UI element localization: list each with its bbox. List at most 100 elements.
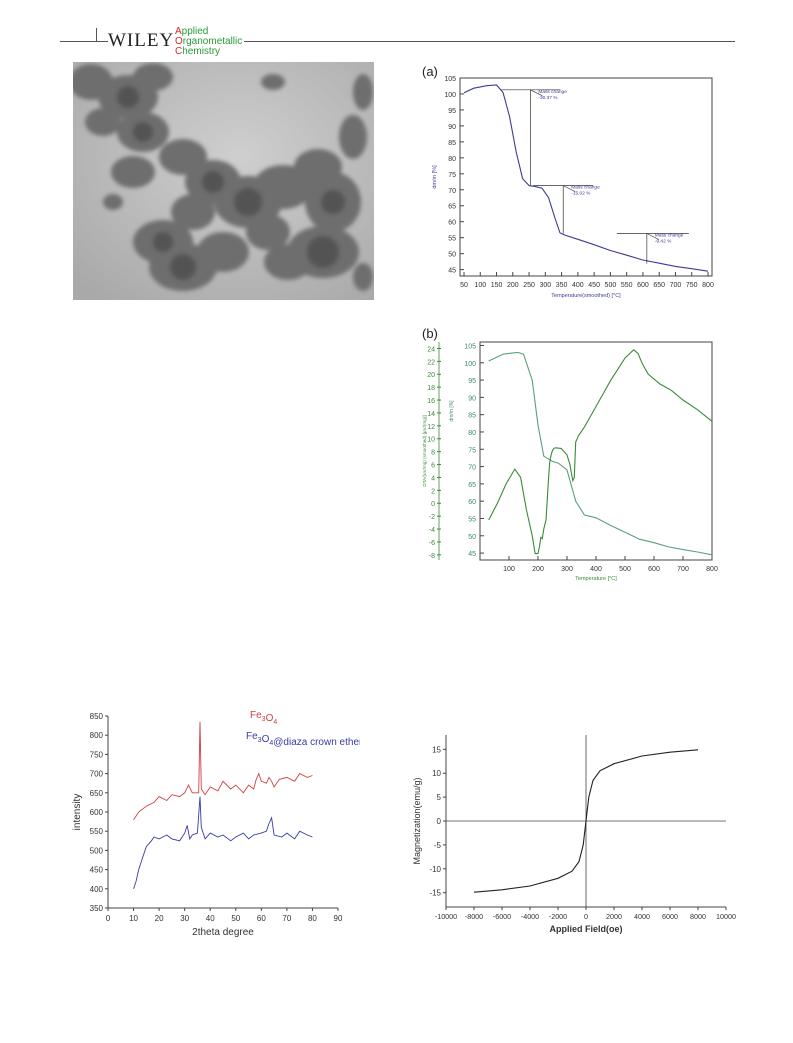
x-tick-label: 50 xyxy=(460,282,468,289)
x-tick-label: 300 xyxy=(539,282,551,289)
right-axis-label: dm/m [%] xyxy=(449,400,455,422)
xrd-series-1 xyxy=(133,721,313,820)
left-tick-label: -6 xyxy=(429,540,435,547)
x-axis-label: Temperature(smoothed) [°C] xyxy=(551,293,621,299)
x-tick-label: 90 xyxy=(334,914,343,923)
y-tick-label: -15 xyxy=(429,889,441,898)
x-tick-label: 250 xyxy=(523,282,535,289)
left-axis-label: DTA/(uV/mg) (smoothed) [µV/(mg)] xyxy=(422,415,427,486)
xrd-series-2 xyxy=(133,796,313,889)
y-tick-label: 70 xyxy=(448,188,456,195)
x-tick-label: 600 xyxy=(637,282,649,289)
right-tick-label: 80 xyxy=(468,430,476,437)
y-tick-label: -10 xyxy=(429,865,441,874)
tga-chart: 45 50 55 60 65 70 75 80 85 90 95 100 105 50 100 150 200 2… xyxy=(432,76,714,299)
x-tick-label: 800 xyxy=(702,282,714,289)
left-tick-label: -2 xyxy=(429,514,435,521)
journal-name: Applied Organometallic Chemistry xyxy=(173,27,245,57)
left-tick-label: 22 xyxy=(427,359,435,366)
dta-curve xyxy=(488,348,713,555)
y-tick-label: 850 xyxy=(90,712,104,721)
magnetization-chart: -15 -10 -5 0 5 10 15 -10000 -8000 -6000 -4000 -2000… xyxy=(412,735,736,934)
plot-frame xyxy=(479,341,713,561)
xrd-chart: 350 400 450 500 550 600 650 700 750 800 850 0 10 20 30… xyxy=(72,710,360,938)
tga-curve xyxy=(463,84,709,272)
x-tick-label: 700 xyxy=(677,566,689,573)
x-axis-label: 2theta degree xyxy=(192,927,254,938)
panel-b-label: (b) xyxy=(422,326,438,341)
x-tick-label: 300 xyxy=(561,566,573,573)
x-tick-label: 350 xyxy=(556,282,568,289)
x-tick-label: 8000 xyxy=(690,912,706,921)
right-tick-label: 55 xyxy=(468,516,476,523)
y-tick-label: 95 xyxy=(448,108,456,115)
y-tick-label: 75 xyxy=(448,172,456,179)
y-tick-label: 100 xyxy=(444,92,456,99)
y-tick-label: 55 xyxy=(448,236,456,243)
y-axis-label: intensity xyxy=(72,794,83,831)
y-tick-label: 5 xyxy=(437,793,442,802)
y-axis-label: Magnetization(emu/g) xyxy=(412,777,422,864)
x-axis-label: Applied Field(oe) xyxy=(550,924,623,934)
y-tick-label: 800 xyxy=(90,731,104,740)
x-axis-label: Temperature [°C] xyxy=(575,576,617,582)
left-tick-label: -4 xyxy=(429,527,435,534)
y-tick-label: 0 xyxy=(437,817,442,826)
x-tick-label: 150 xyxy=(491,282,503,289)
mass-change-leader xyxy=(530,89,543,97)
left-tick-label: -8 xyxy=(429,553,435,560)
x-tick-label: 500 xyxy=(605,282,617,289)
x-tick-label: -6000 xyxy=(493,912,511,921)
mass-change-leader xyxy=(563,185,576,192)
mass-change-value: -9.42 % xyxy=(655,239,672,245)
x-tick-label: -2000 xyxy=(549,912,567,921)
magnetization-curve xyxy=(473,749,699,893)
y-tick-label: 750 xyxy=(90,750,104,759)
y-tick-label: 45 xyxy=(448,268,456,275)
x-tick-label: 6000 xyxy=(662,912,678,921)
left-tick-label: 6 xyxy=(431,463,435,470)
left-tick-label: 2 xyxy=(431,488,435,495)
y-tick-label: 350 xyxy=(90,904,104,913)
publisher-logo: WILEY xyxy=(108,30,177,52)
x-tick-label: 40 xyxy=(206,914,215,923)
tga-dta-chart: 242220181614121086420-2-4-6-810510095908… xyxy=(422,341,718,582)
x-tick-label: 700 xyxy=(670,282,682,289)
left-tick-label: 0 xyxy=(431,501,435,508)
left-tick-label: 24 xyxy=(427,346,435,353)
right-tick-label: 95 xyxy=(468,378,476,385)
header-tick xyxy=(96,28,97,42)
y-tick-label: 550 xyxy=(90,827,104,836)
x-tick-label: 100 xyxy=(474,282,486,289)
x-tick-label: 400 xyxy=(590,566,602,573)
right-tick-label: 100 xyxy=(464,361,476,368)
mass-change-label: Mass change xyxy=(571,185,600,191)
y-tick-label: 15 xyxy=(432,745,441,754)
x-tick-label: 70 xyxy=(282,914,291,923)
left-tick-label: 16 xyxy=(427,398,435,405)
right-tick-label: 70 xyxy=(468,465,476,472)
y-tick-label: 90 xyxy=(448,124,456,131)
y-tick-label: 80 xyxy=(448,156,456,163)
x-tick-label: -10000 xyxy=(435,912,457,921)
x-tick-label: 20 xyxy=(155,914,164,923)
x-tick-label: 100 xyxy=(503,566,515,573)
x-tick-label: 650 xyxy=(653,282,665,289)
x-tick-label: 550 xyxy=(621,282,633,289)
x-tick-label: 2000 xyxy=(606,912,622,921)
y-tick-label: 650 xyxy=(90,789,104,798)
y-tick-label: 700 xyxy=(90,770,104,779)
x-tick-label: 800 xyxy=(706,566,718,573)
mass-change-value: -15.02 % xyxy=(571,191,591,197)
y-tick-label: 10 xyxy=(432,769,441,778)
left-tick-label: 18 xyxy=(427,385,435,392)
journal-line-2: Organometallic xyxy=(175,36,243,47)
mass-change-leader xyxy=(646,233,659,240)
y-axis-label: dm/m [%] xyxy=(432,165,438,189)
tem-micrograph xyxy=(73,62,374,300)
tga-curve xyxy=(488,351,713,556)
x-tick-label: 750 xyxy=(686,282,698,289)
legend-fe3o4: Fe3O4 xyxy=(250,710,277,726)
x-tick-label: -8000 xyxy=(465,912,483,921)
x-tick-label: 4000 xyxy=(634,912,650,921)
